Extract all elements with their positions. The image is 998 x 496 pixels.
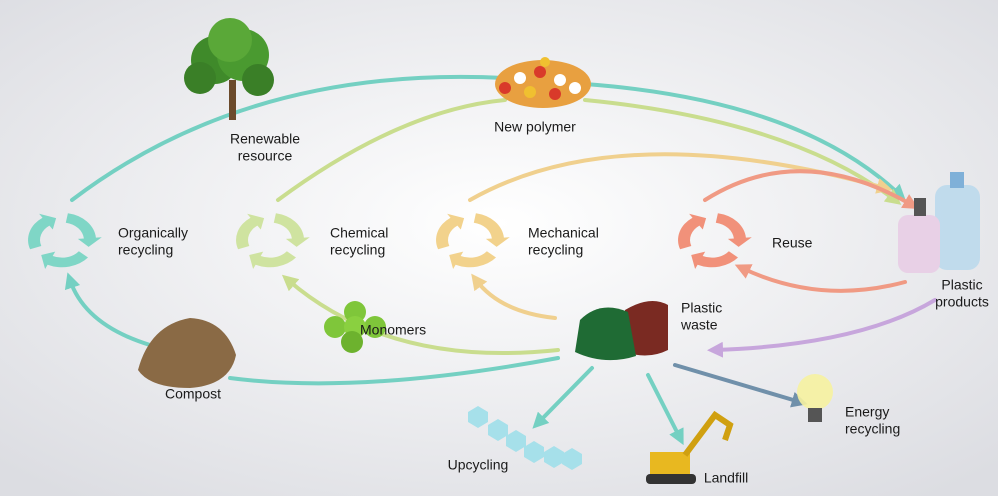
node-label: Monomers bbox=[360, 322, 426, 338]
node-label: Reuse bbox=[772, 235, 813, 251]
node-label: Plastic bbox=[681, 300, 722, 316]
node-label: Energy bbox=[845, 404, 889, 420]
node-label: Landfill bbox=[704, 470, 748, 486]
node-label: New polymer bbox=[494, 119, 576, 135]
diagram: RenewableresourceNew polymerOrganicallyr… bbox=[0, 0, 998, 496]
node-label: resource bbox=[238, 148, 293, 164]
node-label: Chemical bbox=[330, 225, 388, 241]
node-label: Upcycling bbox=[448, 457, 509, 473]
node-label: Organically bbox=[118, 225, 188, 241]
node-label: recycling bbox=[118, 242, 173, 258]
page: RenewableresourceNew polymerOrganicallyr… bbox=[0, 0, 998, 496]
node-label: recycling bbox=[528, 242, 583, 258]
node-label: recycling bbox=[845, 421, 900, 437]
node-label: recycling bbox=[330, 242, 385, 258]
node-label: waste bbox=[680, 317, 718, 333]
node-label: Compost bbox=[165, 386, 221, 402]
node-label: Plastic bbox=[941, 277, 982, 293]
node-label: Mechanical bbox=[528, 225, 599, 241]
node-label: products bbox=[935, 294, 989, 310]
node-label: Renewable bbox=[230, 131, 300, 147]
